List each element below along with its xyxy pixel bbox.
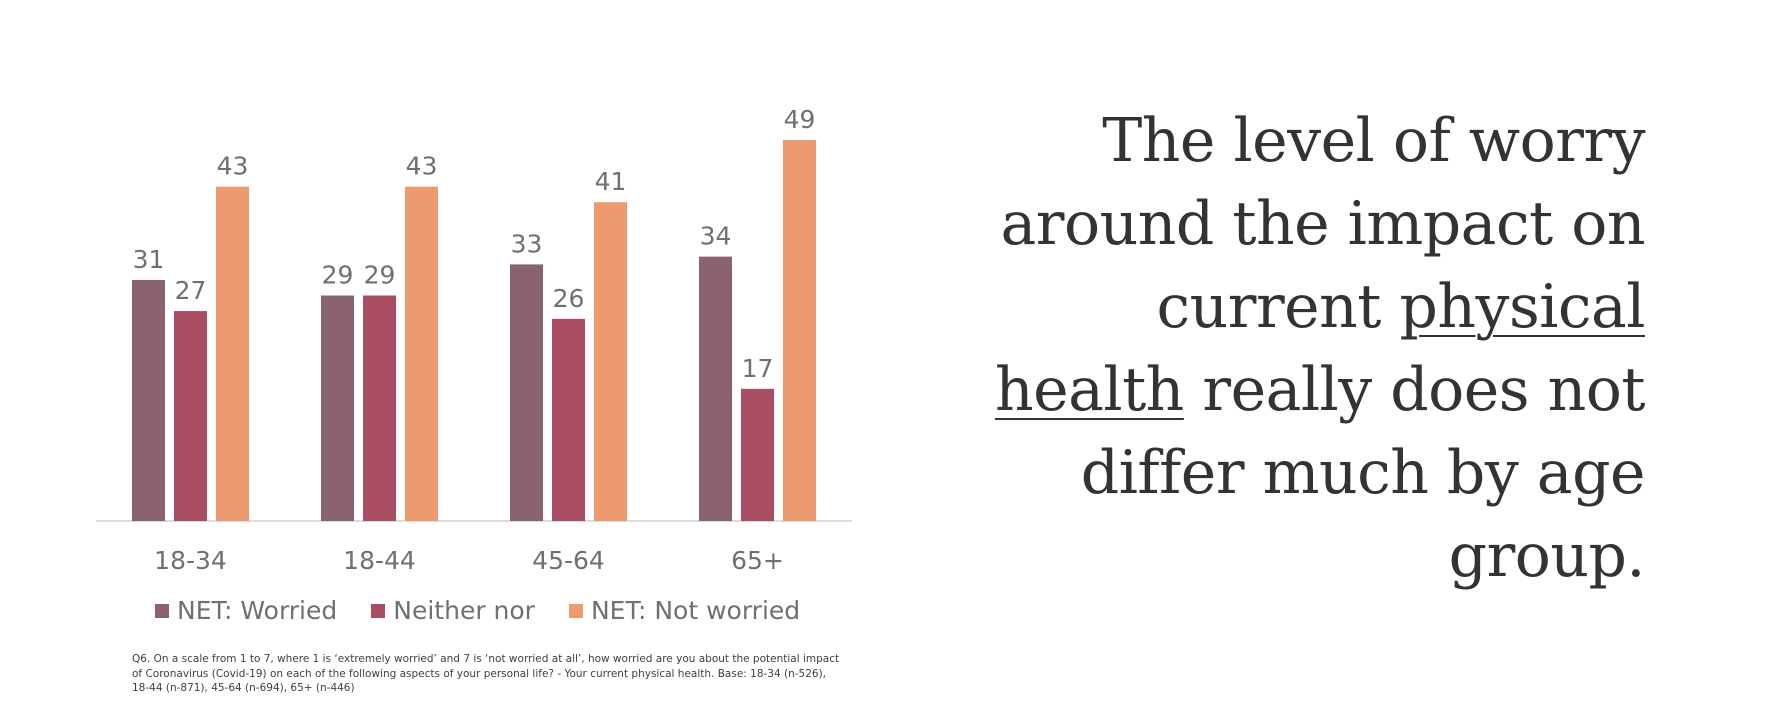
bar-18-34-s1 <box>174 311 207 521</box>
legend-label-neither: Neither nor <box>393 596 535 625</box>
data-label-65+-s0: 34 <box>700 222 732 251</box>
headline-line-6: group. <box>1448 521 1646 591</box>
data-label-18-44-s0: 29 <box>322 261 354 290</box>
legend-swatch-neither <box>371 603 386 618</box>
headline-underlined-health: health <box>994 355 1184 425</box>
legend-item-neither: Neither nor <box>371 596 535 625</box>
bar-18-44-s2 <box>405 186 438 521</box>
data-label-18-34-s2: 43 <box>217 152 249 181</box>
data-label-18-34-s1: 27 <box>175 276 207 305</box>
x-tick-label-45-64: 45-64 <box>532 546 605 575</box>
legend-item-not-worried: NET: Not worried <box>568 596 801 625</box>
x-tick-labels-group: 18-34 18-44 45-64 65+ <box>154 546 784 575</box>
bar-chart: 31 27 43 29 29 43 33 26 41 34 17 49 18-34 18-44 45-64… <box>96 105 852 575</box>
headline-line-5: differ much by age <box>1080 438 1646 508</box>
headline-line-1: The level of worry <box>1102 106 1645 176</box>
data-label-65+-s2: 49 <box>784 105 816 134</box>
legend-swatch-worried <box>155 603 169 618</box>
x-tick-label-65+: 65+ <box>731 546 784 575</box>
bar-18-44-s1 <box>363 295 396 521</box>
data-label-45-64-s0: 33 <box>511 229 543 258</box>
bar-45-64-s0 <box>510 264 543 521</box>
data-label-45-64-s1: 26 <box>553 284 585 313</box>
bar-65+-s2 <box>783 140 816 521</box>
legend: NET: Worried Neither nor NET: Not worrie… <box>155 596 800 625</box>
x-tick-label-18-44: 18-44 <box>343 546 416 575</box>
legend-swatch-not-worried <box>568 603 583 618</box>
bar-45-64-s1 <box>552 318 585 521</box>
bars-group <box>132 140 816 521</box>
bar-18-34-s2 <box>216 186 249 521</box>
data-label-65+-s1: 17 <box>742 354 774 383</box>
headline-line-2: around the impact on <box>1000 189 1646 259</box>
data-label-18-34-s0: 31 <box>133 245 165 274</box>
footnote: Q6. On a scale from 1 to 7, where 1 is ‘… <box>132 653 840 694</box>
data-label-18-44-s1: 29 <box>364 261 396 290</box>
x-tick-label-18-34: 18-34 <box>154 546 227 575</box>
headline-line-3-pre: current <box>1156 272 1400 342</box>
headline-line-4-post: really does not <box>1183 355 1645 425</box>
legend-label-not-worried: NET: Not worried <box>590 596 801 625</box>
bar-65+-s1 <box>741 388 774 521</box>
bar-45-64-s2 <box>594 202 627 521</box>
legend-item-worried: NET: Worried <box>155 596 337 625</box>
bar-65+-s0 <box>699 256 732 521</box>
data-label-18-44-s2: 43 <box>406 152 438 181</box>
value-labels-group: 31 27 43 29 29 43 33 26 41 34 17 49 <box>133 105 816 383</box>
headline-underlined-physical: physical <box>1399 272 1646 342</box>
data-label-45-64-s2: 41 <box>595 167 627 196</box>
legend-label-worried: NET: Worried <box>177 596 338 625</box>
bar-18-44-s0 <box>321 295 354 521</box>
headline: The level of worry around the impact on … <box>960 100 1646 598</box>
bar-18-34-s0 <box>132 279 165 521</box>
